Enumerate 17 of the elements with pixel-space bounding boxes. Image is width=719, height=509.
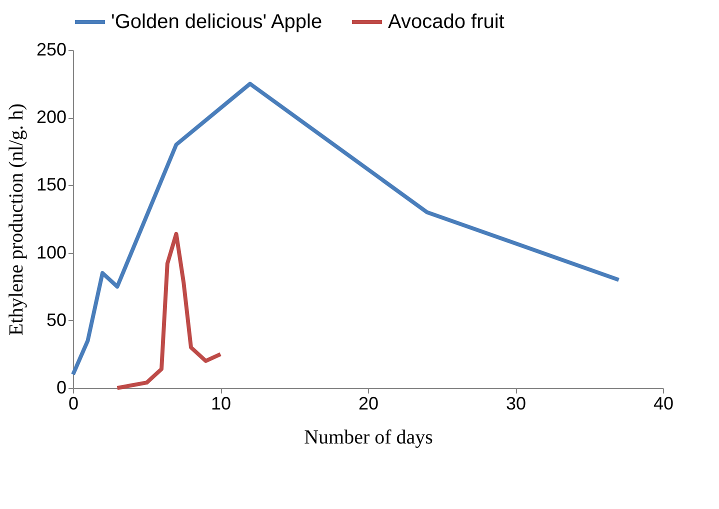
line-series: [115, 232, 222, 390]
x-tick-label: 30: [506, 394, 526, 414]
legend-label: 'Golden delicious' Apple: [111, 11, 322, 33]
y-tick-label: 50: [46, 310, 66, 330]
y-tick-label: 200: [36, 107, 66, 128]
y-tick-label: 100: [36, 242, 66, 262]
y-tick-label: 250: [36, 40, 66, 60]
legend-label: Avocado fruit: [388, 11, 505, 33]
line-series: [71, 82, 621, 376]
x-tick-label: 40: [653, 394, 674, 414]
x-tick-label: 0: [68, 394, 79, 414]
y-tick-label: 150: [36, 174, 66, 195]
y-tick-label: 0: [56, 378, 66, 398]
y-axis-title: Ethylene production (nl/g. h): [5, 103, 28, 336]
x-axis-title: Number of days: [304, 426, 434, 448]
x-tick-label: 20: [358, 394, 379, 414]
x-tick-label: 10: [210, 394, 232, 414]
